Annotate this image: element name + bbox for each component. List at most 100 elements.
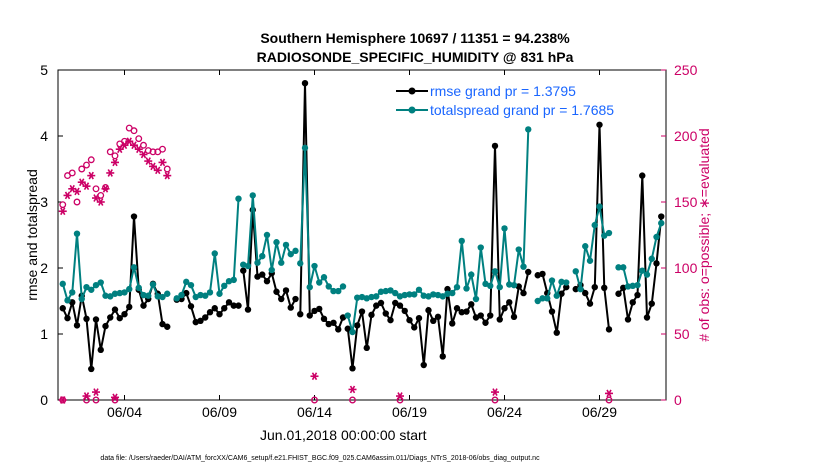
data-file-footer: data file: /Users/raeder/DAI/ATM_forcXX/… (100, 455, 540, 462)
plot-frame (57, 69, 667, 401)
y-tick-label: 1 (40, 326, 48, 342)
rmse-point (468, 301, 475, 308)
rmse-point (415, 314, 423, 322)
obs-evaluated-stroke (145, 157, 151, 165)
totalspread-point (121, 289, 128, 296)
y-right-tick-label: 150 (674, 194, 698, 210)
totalspread-point (97, 279, 104, 286)
totalspread-point (368, 293, 375, 301)
rmse-point (629, 299, 636, 306)
obs-evaluated-marker (101, 184, 110, 193)
plot-area (57, 69, 667, 401)
totalspread-point (130, 264, 138, 271)
rmse-point (107, 314, 114, 321)
rmse-point (102, 322, 109, 330)
rmse-point (287, 304, 294, 311)
obs-evaluated-marker (310, 372, 319, 381)
totalspread-point (320, 274, 328, 281)
rmse-line (617, 175, 663, 320)
obs-count-markers (58, 124, 613, 404)
rmse-point (344, 325, 351, 332)
rmse-point (259, 271, 266, 278)
rmse-point (363, 344, 370, 352)
obs-evaluated-marker (87, 171, 96, 180)
y-tick-label: 0 (40, 392, 48, 408)
obs-evaluated-stroke (64, 191, 71, 200)
obs-evaluated-marker (63, 191, 72, 200)
obs-possible-marker (92, 396, 100, 404)
rmse-point (206, 309, 214, 316)
obs-evaluated-marker (58, 396, 67, 404)
totalspread-point (643, 271, 651, 278)
totalspread-point (501, 225, 508, 232)
totalspread-point (339, 283, 347, 290)
totalspread-point (140, 291, 147, 299)
rmse-point (73, 322, 81, 329)
totalspread-point (282, 241, 290, 249)
obs-evaluated-stroke (79, 178, 85, 187)
totalspread-point (620, 264, 627, 271)
rmse-point (320, 315, 328, 323)
obs-possible-marker (159, 145, 166, 153)
totalspread-point (515, 246, 522, 253)
rmse-point (548, 308, 556, 315)
rmse-point (97, 346, 104, 354)
totalspread-point (92, 281, 100, 289)
obs-evaluated-marker (73, 187, 81, 196)
legend-spread-label: totalspread grand pr = 1.7685 (430, 102, 614, 118)
totalspread-point (211, 250, 218, 257)
totalspread-line (574, 206, 610, 290)
rmse-point (230, 302, 237, 309)
rmse-point (187, 303, 195, 310)
obs-evaluated-stroke (112, 158, 118, 167)
obs-evaluated-stroke (150, 162, 156, 171)
totalspread-point (406, 291, 413, 298)
obs-possible-marker (311, 396, 318, 404)
totalspread-point (325, 283, 332, 290)
totalspread-point (453, 283, 461, 291)
rmse-point (624, 316, 632, 323)
y-right-tick-label: 250 (674, 62, 698, 78)
rmse-point (643, 314, 651, 321)
obs-evaluated-stroke (126, 137, 132, 146)
totalspread-point (510, 281, 518, 289)
rmse-point (406, 316, 413, 324)
totalspread-point (230, 276, 237, 284)
rmse-point (292, 295, 299, 303)
obs-evaluated-stroke (88, 171, 94, 180)
obs-evaluated-stroke (117, 145, 123, 154)
obs-evaluated-stroke (112, 393, 118, 402)
obs-evaluated-marker (163, 171, 172, 180)
rmse-point (520, 289, 527, 297)
rmse-point (159, 320, 166, 328)
obs-evaluated-stroke (140, 150, 147, 159)
rmse-point (368, 311, 375, 319)
totalspread-point (558, 278, 565, 286)
obs-evaluated-stroke (606, 389, 612, 398)
totalspread-point (349, 328, 356, 336)
rmse-point (444, 285, 451, 293)
obs-evaluated-stroke (311, 372, 318, 381)
totalspread-point (373, 293, 380, 300)
totalspread-point (577, 285, 584, 293)
totalspread-point (563, 279, 570, 286)
rmse-point (411, 324, 418, 331)
totalspread-point (335, 287, 342, 295)
rmse-point (658, 213, 665, 220)
totalspread-point (145, 292, 152, 299)
totalspread-point (506, 281, 513, 288)
y-right-tick-label: 200 (674, 128, 698, 144)
totalspread-point (601, 232, 608, 239)
rmse-point (235, 302, 242, 309)
totalspread-point (596, 203, 603, 210)
totalspread-point (107, 293, 114, 300)
obs-evaluated-marker (96, 198, 105, 206)
obs-evaluated-marker (115, 145, 124, 154)
rmse-point (510, 313, 518, 321)
obs-possible-marker (135, 135, 143, 143)
totalspread-point (468, 271, 475, 278)
legend-spread-marker (408, 106, 416, 114)
totalspread-point (539, 295, 546, 302)
totalspread-point (639, 267, 646, 274)
rmse-point (596, 121, 603, 128)
